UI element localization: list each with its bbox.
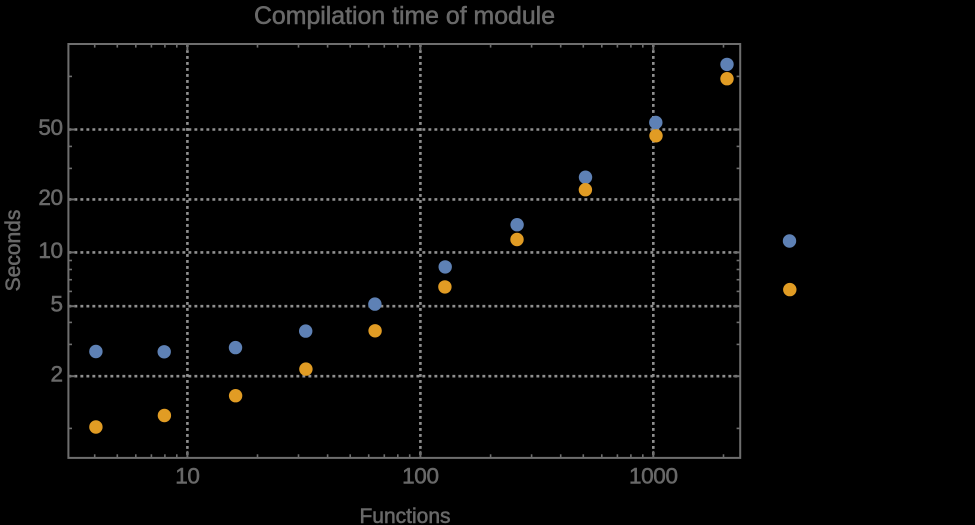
svg-text:Seconds: Seconds — [2, 210, 25, 292]
svg-text:Compilation time of module: Compilation time of module — [254, 3, 555, 30]
svg-text:2: 2 — [51, 362, 63, 387]
svg-text:10: 10 — [38, 238, 62, 263]
svg-text:1000: 1000 — [629, 464, 678, 489]
svg-text:Functions: Functions — [359, 505, 450, 525]
svg-text:5: 5 — [51, 292, 63, 317]
svg-text:100: 100 — [402, 464, 439, 489]
svg-text:50: 50 — [38, 115, 62, 140]
svg-text:20: 20 — [38, 185, 62, 210]
svg-text:10: 10 — [175, 464, 199, 489]
